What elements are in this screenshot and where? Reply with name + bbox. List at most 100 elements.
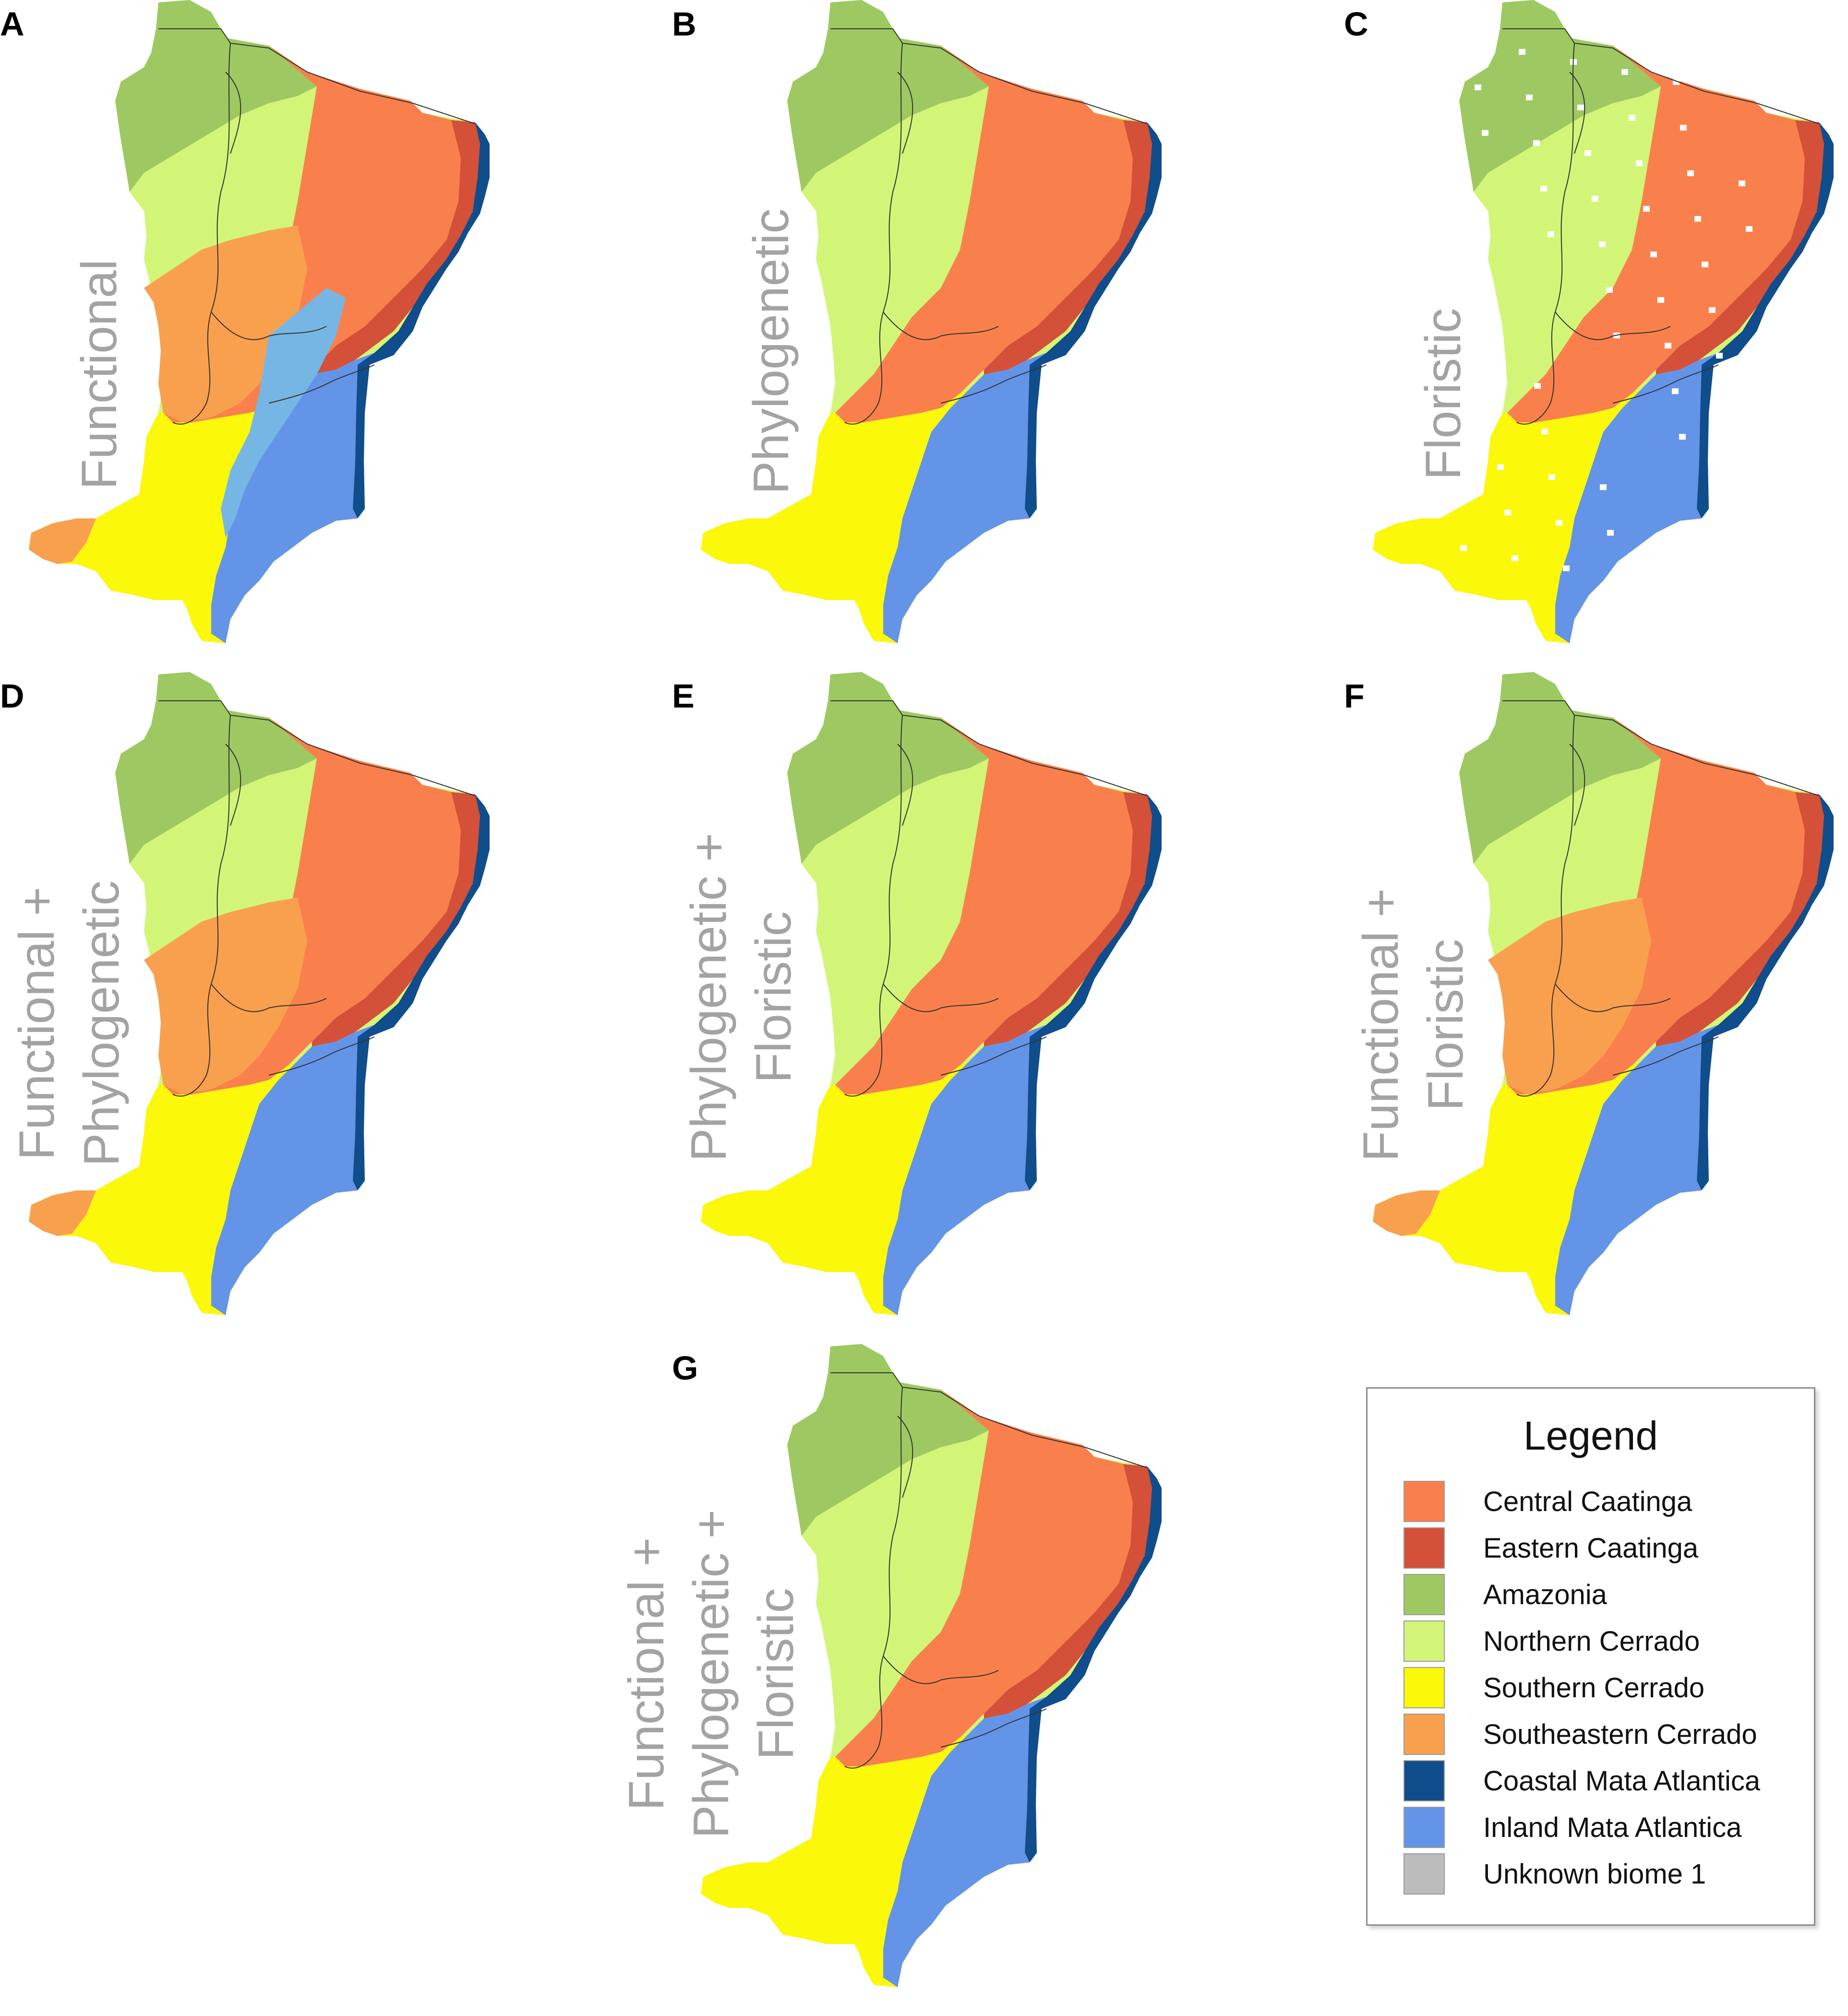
biome-region [211, 1025, 374, 1315]
panel-c: C Floristic [1344, 0, 1848, 672]
no-data-cell [1431, 363, 1438, 369]
biome-region [1555, 1025, 1718, 1315]
no-data-cell [1716, 353, 1723, 359]
state-border-line [844, 715, 903, 1097]
panel-label-line: Floristic [748, 1588, 804, 1760]
no-data-cell [1504, 510, 1511, 516]
biome-region [144, 898, 307, 1094]
biome-region [29, 1190, 96, 1236]
biome-region [221, 288, 346, 538]
no-data-cell [1497, 464, 1504, 470]
no-data-cell [1460, 545, 1467, 551]
panel-label-line: Phylogenetic + [684, 1509, 740, 1838]
legend: Legend Central Caatinga Eastern Caatinga… [1366, 1387, 1815, 1926]
no-data-cell [1416, 29, 1423, 35]
biome-region [1488, 898, 1651, 1094]
panel-label: Phylogenetic [739, 208, 804, 494]
map-functional-phylogenetic-floristic [701, 1344, 1162, 1987]
state-border-line [172, 715, 231, 1097]
panel-label: Functional + Phylogenetic + Floristic [614, 1510, 809, 1838]
legend-swatch [1404, 1481, 1445, 1522]
panel-e: E Phylogenetic + Floristic [672, 672, 1288, 1344]
legend-label: Unknown biome 1 [1483, 1858, 1706, 1890]
legend-label: Northern Cerrado [1483, 1625, 1700, 1657]
no-data-cell [1607, 530, 1614, 536]
no-data-cell [1417, 272, 1424, 277]
legend-item: Eastern Caatinga [1404, 1526, 1698, 1570]
state-border-line [1555, 744, 1671, 1012]
no-data-cell [1665, 343, 1671, 348]
no-data-cell [1490, 419, 1497, 424]
legend-swatch [1404, 1620, 1445, 1662]
no-data-cell [1694, 216, 1701, 222]
panel-letter: E [672, 677, 695, 715]
panel-label: Floristic [1411, 308, 1476, 480]
legend-item: Amazonia [1404, 1573, 1607, 1616]
panel-label-line: Floristic [1418, 939, 1474, 1111]
legend-swatch [1404, 1527, 1445, 1569]
panel-d: D Functional + Phylogenetic [0, 672, 616, 1344]
legend-swatch [1404, 1667, 1445, 1708]
map-functional [29, 0, 490, 643]
no-data-cell [1446, 454, 1452, 460]
state-border-line [940, 1708, 1047, 1748]
biome-region [701, 1733, 970, 1987]
legend-item: Inland Mata Atlantica [1404, 1806, 1741, 1849]
state-border-line [844, 43, 903, 425]
legend-swatch [1404, 1714, 1445, 1755]
state-border-line [211, 744, 327, 1012]
state-border-line [940, 1036, 1047, 1076]
legend-item: Southeastern Cerrado [1404, 1713, 1757, 1756]
map-functional-floristic [1373, 672, 1834, 1315]
panel-label-line: Phylogenetic + [681, 832, 737, 1162]
no-data-cell [1599, 241, 1606, 247]
biome-region [1373, 389, 1642, 643]
panel-label-line: Functional + [619, 1537, 674, 1811]
panel-letter: C [1344, 5, 1368, 43]
panel-label-line: Functional + [1353, 888, 1409, 1162]
state-border-line [211, 72, 327, 340]
panel-b: B Phylogenetic [672, 0, 1288, 672]
panel-letter: A [0, 5, 24, 43]
panel-label: Functional + Phylogenetic [5, 880, 134, 1166]
biome-region [211, 353, 374, 643]
no-data-cell [1556, 520, 1562, 526]
legend-label: Eastern Caatinga [1483, 1532, 1699, 1564]
map-floristic [1373, 0, 1834, 643]
no-data-cell [1453, 500, 1460, 505]
state-border-line [1502, 700, 1820, 796]
map-phylogenetic-floristic [701, 672, 1162, 1315]
biome-region [1507, 46, 1805, 422]
panel-label: Functional + Floristic [1349, 888, 1478, 1162]
no-data-cell [1600, 484, 1607, 490]
biome-region [701, 389, 970, 643]
biome-region [312, 120, 485, 374]
legend-item: Southern Cerrado [1404, 1666, 1704, 1709]
no-data-cell [1614, 576, 1621, 581]
no-data-cell [1482, 130, 1488, 136]
biome-region [29, 1061, 298, 1315]
no-data-cell [1643, 206, 1650, 212]
no-data-cell [1475, 84, 1481, 90]
legend-label: Amazonia [1483, 1579, 1607, 1610]
no-data-cell [1439, 408, 1445, 414]
biome-region [835, 46, 1133, 422]
biome-region [984, 120, 1157, 374]
state-border-line [268, 364, 375, 404]
panel-label: Functional [67, 259, 132, 490]
no-data-cell [1483, 373, 1489, 379]
biome-region [1656, 792, 1829, 1046]
biome-region [1373, 1061, 1642, 1315]
no-data-cell [1584, 150, 1591, 156]
biome-region [701, 1061, 970, 1315]
no-data-cell [1476, 327, 1482, 333]
no-data-cell [1548, 231, 1554, 237]
no-data-cell [1540, 186, 1547, 192]
no-data-cell [1592, 196, 1598, 202]
biome-region [1555, 353, 1718, 643]
biome-region [984, 792, 1157, 1046]
biome-region [29, 389, 298, 643]
panel-letter: G [672, 1349, 698, 1387]
no-data-cell [1650, 252, 1657, 257]
legend-swatch [1404, 1807, 1445, 1848]
